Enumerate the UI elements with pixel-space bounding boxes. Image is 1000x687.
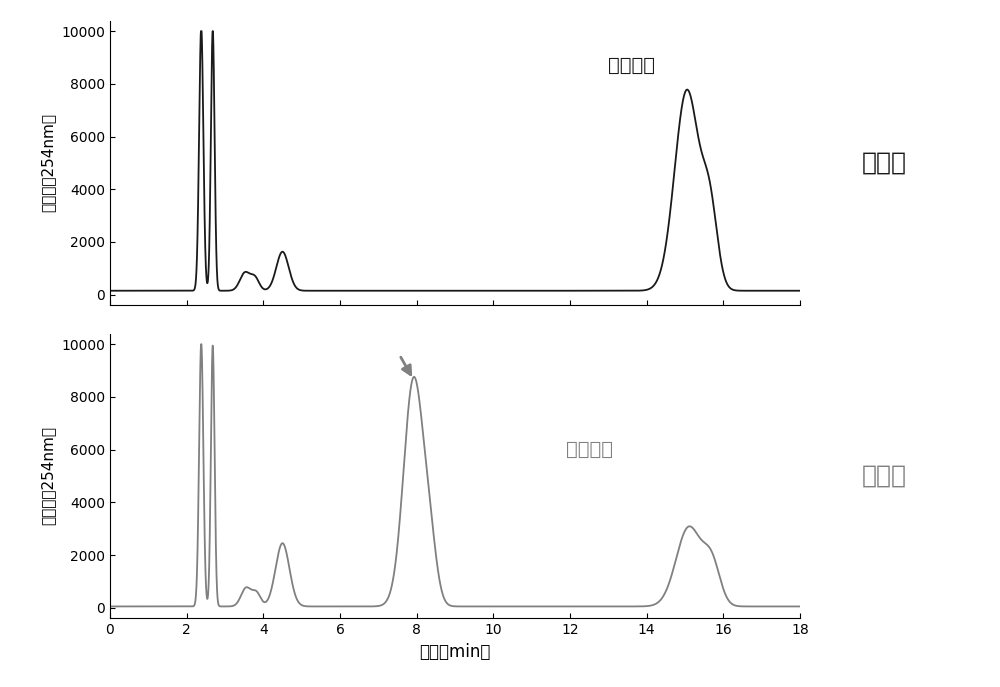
Y-axis label: 吸光度（254nm）: 吸光度（254nm） — [41, 113, 56, 212]
Text: 实验组: 实验组 — [862, 464, 907, 488]
Text: 甘草次酸: 甘草次酸 — [608, 56, 655, 75]
Text: 对照组: 对照组 — [862, 151, 907, 175]
Text: 甘草次酸: 甘草次酸 — [566, 440, 613, 459]
Y-axis label: 吸光度（254nm）: 吸光度（254nm） — [41, 427, 56, 526]
X-axis label: 时间（min）: 时间（min） — [419, 643, 491, 661]
